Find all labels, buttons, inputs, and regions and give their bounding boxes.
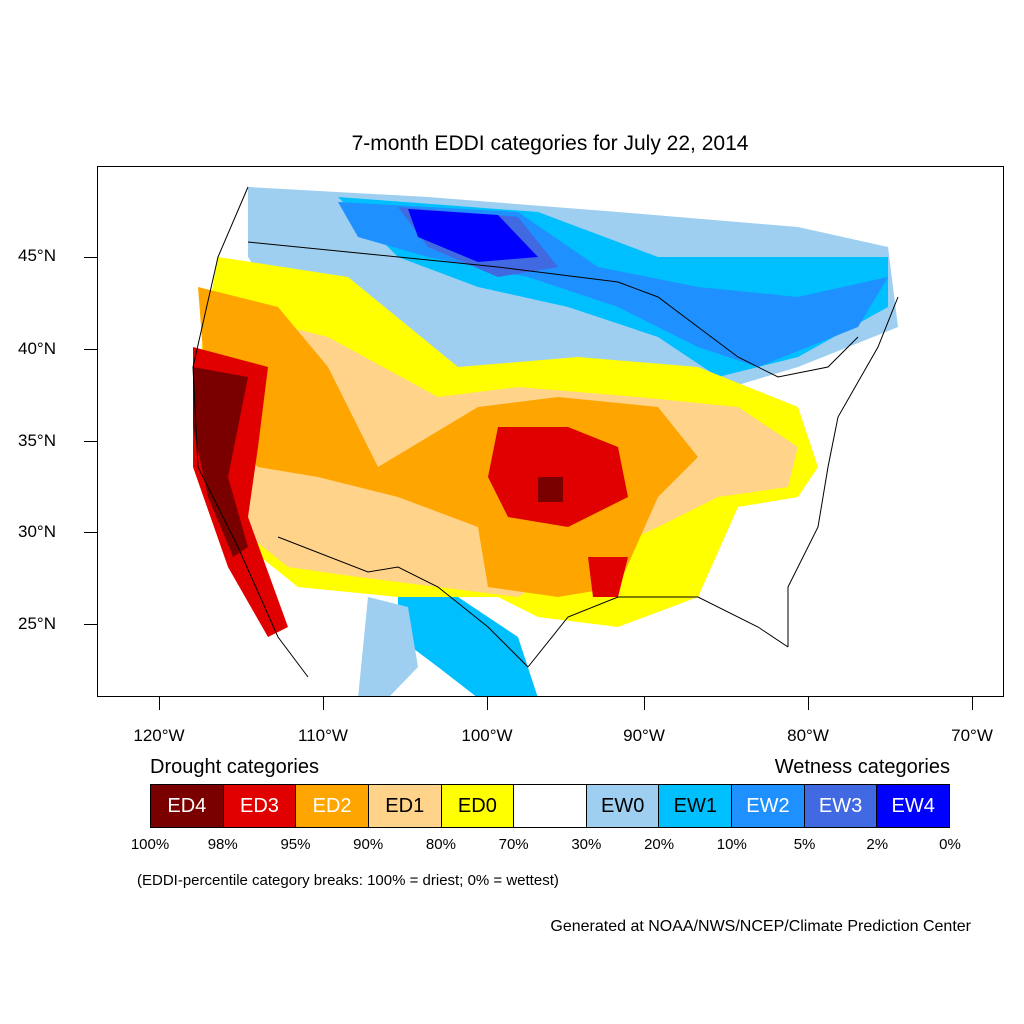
category-colorbar: ED4 ED3 ED2 ED1 ED0 EW0 EW1 EW2 EW3 EW4 <box>150 784 950 828</box>
legend-swatch-neutral <box>514 785 587 827</box>
eddi-map <box>97 166 1004 697</box>
lat-tick-25 <box>84 624 97 625</box>
legend-swatch-ed3: ED3 <box>223 785 297 827</box>
lat-tick-45 <box>84 257 97 258</box>
legend-break-label: 5% <box>793 836 816 853</box>
lat-tick-30 <box>84 532 97 533</box>
breaks-note: (EDDI-percentile category breaks: 100% =… <box>137 872 559 889</box>
legend-break-label: 20% <box>644 836 675 853</box>
eddi-map-canvas <box>192 186 899 696</box>
lon-label-110: 110°W <box>298 726 348 745</box>
border-south <box>277 536 529 668</box>
legend-swatch-ew3: EW3 <box>804 785 878 827</box>
map-title: 7-month EDDI categories for July 22, 201… <box>351 132 749 155</box>
lon-label-70: 70°W <box>951 726 993 745</box>
legend-break-label: 70% <box>498 836 529 853</box>
lat-label-45: 45°N <box>18 246 56 265</box>
legend-break-label: 10% <box>716 836 747 853</box>
legend-break-label: 100% <box>130 836 170 853</box>
lat-tick-40 <box>84 349 97 350</box>
region-ew4-north <box>408 209 538 262</box>
lat-label-35: 35°N <box>18 431 56 450</box>
legend-swatch-ed1: ED1 <box>368 785 442 827</box>
drought-heading: Drought categories <box>150 756 319 778</box>
coastline-west <box>192 186 309 678</box>
border-north <box>247 241 619 283</box>
region-ew0-south <box>358 597 418 696</box>
region-ew1-south <box>398 587 538 696</box>
lat-label-30: 30°N <box>18 522 56 541</box>
region-ed4-west <box>193 367 248 557</box>
legend-break-label: 30% <box>571 836 602 853</box>
legend-swatch-ew1: EW1 <box>659 785 733 827</box>
coastline-east <box>787 296 899 647</box>
legend-swatch-ew4: EW4 <box>877 785 950 827</box>
legend-break-label: 2% <box>866 836 889 853</box>
lon-tick-100 <box>487 697 488 710</box>
legend-break-label: 90% <box>353 836 384 853</box>
lat-label-25: 25°N <box>18 614 56 633</box>
lat-label-40: 40°N <box>18 339 56 358</box>
lon-tick-90 <box>644 697 645 710</box>
lon-tick-70 <box>972 697 973 710</box>
credit-line: Generated at NOAA/NWS/NCEP/Climate Predi… <box>550 918 971 935</box>
region-ed3-south <box>588 557 628 597</box>
region-ed4-central <box>538 477 563 502</box>
coastline-gulf <box>527 596 789 668</box>
legend-break-label: 98% <box>207 836 238 853</box>
lon-label-90: 90°W <box>623 726 665 745</box>
legend-swatch-ed0: ED0 <box>441 785 515 827</box>
legend-swatch-ew0: EW0 <box>586 785 660 827</box>
lon-tick-120 <box>159 697 160 710</box>
lon-tick-110 <box>323 697 324 710</box>
lon-label-120: 120°W <box>133 726 185 745</box>
wetness-heading: Wetness categories <box>774 756 950 778</box>
lon-tick-80 <box>808 697 809 710</box>
legend-break-label: 95% <box>280 836 311 853</box>
legend-swatch-ed4: ED4 <box>151 785 224 827</box>
lat-tick-35 <box>84 441 97 442</box>
legend-break-label: 0% <box>939 836 961 853</box>
legend-swatch-ew2: EW2 <box>732 785 805 827</box>
legend-swatch-ed2: ED2 <box>296 785 369 827</box>
legend-break-label: 80% <box>425 836 456 853</box>
lon-label-80: 80°W <box>787 726 829 745</box>
lon-label-100: 100°W <box>461 726 513 745</box>
great-lakes <box>617 281 859 378</box>
